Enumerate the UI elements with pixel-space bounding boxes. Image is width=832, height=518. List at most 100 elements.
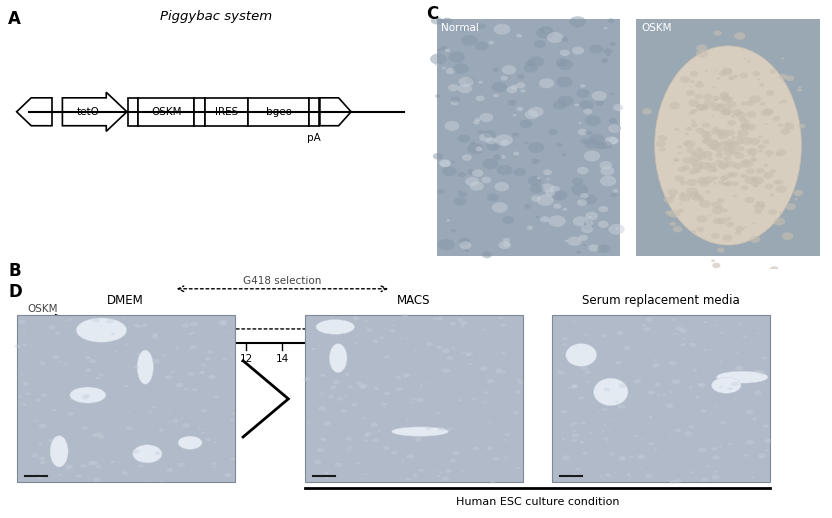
Circle shape (517, 74, 525, 79)
Circle shape (128, 383, 130, 384)
Circle shape (754, 204, 765, 211)
Circle shape (602, 430, 605, 432)
Bar (205, 98, 249, 126)
Circle shape (516, 34, 522, 38)
Circle shape (726, 101, 736, 108)
Text: pA: pA (307, 133, 321, 143)
Circle shape (726, 217, 731, 221)
Circle shape (773, 116, 780, 121)
Circle shape (703, 134, 711, 139)
Text: C: C (426, 5, 438, 23)
Circle shape (582, 195, 597, 205)
Circle shape (487, 447, 493, 450)
Circle shape (372, 438, 379, 442)
Circle shape (751, 154, 755, 157)
Circle shape (440, 160, 451, 167)
Circle shape (653, 359, 656, 361)
Circle shape (443, 368, 450, 373)
Circle shape (759, 83, 765, 87)
Circle shape (218, 321, 225, 325)
Circle shape (207, 351, 213, 354)
Circle shape (501, 351, 506, 354)
Circle shape (482, 328, 486, 331)
Circle shape (460, 346, 463, 347)
Circle shape (671, 319, 675, 321)
Circle shape (711, 475, 720, 480)
Circle shape (721, 109, 730, 115)
Circle shape (85, 356, 91, 359)
Circle shape (716, 129, 722, 133)
Circle shape (364, 434, 369, 437)
Circle shape (715, 324, 718, 326)
Circle shape (191, 332, 195, 334)
Circle shape (702, 122, 711, 127)
Ellipse shape (178, 436, 202, 449)
Circle shape (392, 427, 394, 428)
Circle shape (622, 457, 625, 459)
Circle shape (31, 453, 39, 457)
Circle shape (723, 130, 728, 133)
Circle shape (345, 449, 348, 450)
Circle shape (718, 161, 729, 168)
Circle shape (712, 218, 722, 224)
Circle shape (719, 386, 722, 388)
Circle shape (508, 100, 517, 106)
Circle shape (636, 455, 645, 459)
Circle shape (458, 318, 463, 322)
Circle shape (38, 443, 42, 445)
Circle shape (741, 159, 750, 165)
Bar (138, 98, 195, 126)
Circle shape (48, 325, 55, 329)
Circle shape (36, 368, 38, 369)
Circle shape (608, 118, 617, 124)
Circle shape (569, 16, 586, 27)
Circle shape (495, 134, 513, 146)
Circle shape (151, 426, 154, 428)
Circle shape (750, 138, 760, 145)
Circle shape (723, 69, 733, 76)
Circle shape (543, 169, 552, 175)
Circle shape (516, 391, 521, 394)
Circle shape (66, 465, 73, 469)
Circle shape (314, 357, 316, 358)
Circle shape (610, 93, 614, 95)
Circle shape (752, 222, 755, 224)
Text: 0: 0 (26, 353, 32, 364)
Circle shape (758, 453, 766, 458)
Circle shape (785, 75, 795, 81)
Circle shape (513, 132, 519, 137)
Circle shape (600, 176, 617, 186)
Circle shape (433, 471, 436, 472)
Circle shape (597, 412, 601, 413)
Circle shape (714, 406, 716, 408)
Circle shape (505, 344, 507, 345)
Circle shape (607, 18, 615, 23)
Circle shape (452, 451, 460, 455)
Circle shape (184, 388, 188, 391)
Circle shape (696, 127, 705, 134)
Circle shape (745, 124, 756, 131)
Circle shape (220, 319, 227, 323)
Circle shape (572, 439, 577, 442)
Circle shape (730, 381, 739, 386)
Circle shape (22, 382, 28, 385)
Circle shape (381, 402, 386, 406)
Circle shape (536, 215, 539, 218)
Circle shape (756, 333, 760, 334)
Circle shape (493, 457, 499, 461)
Circle shape (708, 163, 717, 168)
Circle shape (413, 474, 418, 477)
Circle shape (699, 161, 703, 163)
Circle shape (578, 396, 584, 399)
Circle shape (726, 130, 735, 136)
Circle shape (31, 465, 32, 466)
Circle shape (717, 152, 722, 155)
Text: Human ESC culture condition: Human ESC culture condition (456, 497, 619, 507)
Circle shape (176, 347, 179, 349)
Circle shape (667, 189, 678, 196)
Circle shape (168, 421, 171, 423)
Circle shape (192, 388, 197, 391)
Circle shape (798, 86, 802, 89)
Circle shape (589, 134, 605, 145)
Circle shape (526, 60, 534, 66)
